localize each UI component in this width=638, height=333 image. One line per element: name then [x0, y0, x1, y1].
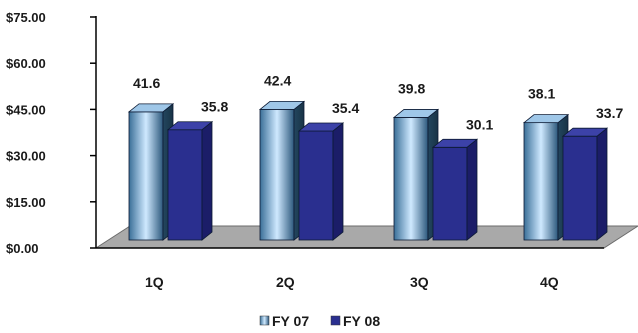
bar-fy07 — [392, 108, 440, 241]
legend-swatch-fy07 — [259, 315, 270, 326]
x-axis-categories: 1Q 2Q 3Q 4Q — [145, 274, 559, 290]
bar-fy08 — [561, 127, 609, 241]
data-label: 30.1 — [466, 116, 493, 132]
data-label: 39.8 — [398, 80, 425, 96]
y-axis-ticks: $0.00 $15.00 $30.00 $45.00 $60.00 $75.00 — [6, 10, 96, 256]
y-tick-label: $45.00 — [6, 102, 46, 117]
data-labels: 41.6 35.8 42.4 35.4 39.8 30.1 38.1 33.7 — [133, 72, 623, 132]
legend-item-fy08: FY 08 — [330, 313, 380, 329]
y-tick-label: $0.00 — [6, 241, 39, 256]
legend-label-fy07: FY 07 — [272, 313, 309, 329]
x-category-label: 3Q — [410, 274, 429, 290]
bar-fy08 — [297, 122, 345, 241]
data-label: 42.4 — [264, 72, 291, 88]
data-label: 33.7 — [596, 105, 623, 121]
y-tick-label: $75.00 — [6, 10, 46, 25]
data-label: 35.8 — [201, 99, 228, 115]
legend-swatch-fy08 — [330, 315, 341, 326]
bars-layer — [127, 100, 609, 241]
data-label: 35.4 — [332, 100, 359, 116]
bar-fy07 — [258, 100, 306, 241]
x-category-label: 2Q — [276, 274, 295, 290]
x-category-label: 4Q — [540, 274, 559, 290]
legend-label-fy08: FY 08 — [343, 313, 380, 329]
bar-fy08 — [431, 138, 479, 241]
data-label: 41.6 — [133, 75, 160, 91]
x-category-label: 1Q — [145, 274, 164, 290]
y-tick-label: $30.00 — [6, 149, 46, 164]
legend-item-fy07: FY 07 — [259, 313, 309, 329]
bar-fy07 — [127, 103, 175, 241]
bar-fy07 — [522, 113, 570, 241]
bar-fy08 — [166, 120, 214, 241]
y-tick-label: $60.00 — [6, 56, 46, 71]
legend: FY 07 FY 08 — [259, 313, 380, 329]
data-label: 38.1 — [528, 86, 555, 102]
y-tick-label: $15.00 — [6, 195, 46, 210]
